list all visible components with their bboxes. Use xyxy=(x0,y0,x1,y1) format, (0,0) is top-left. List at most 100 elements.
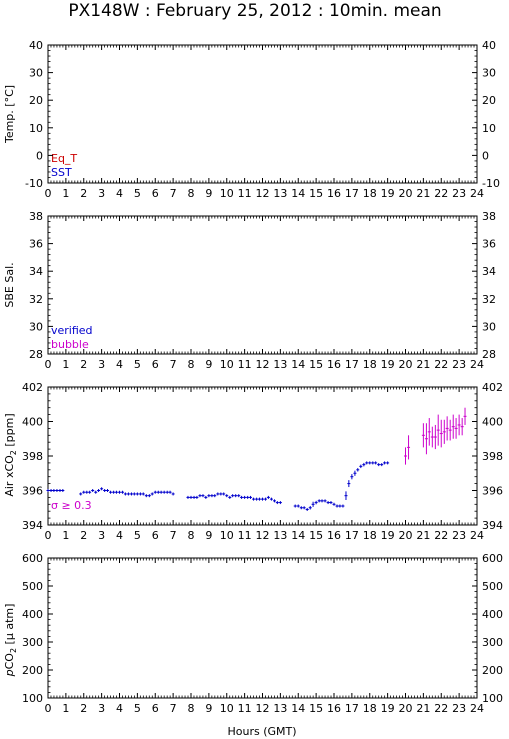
legend-verified: verified xyxy=(51,324,93,337)
x-tick-label-1: 14 xyxy=(291,358,305,371)
x-tick-label-3: 9 xyxy=(205,702,212,715)
y-tick-label-right-3: 200 xyxy=(482,664,503,677)
panel-frame-0 xyxy=(47,44,478,184)
air-xco2-ylabel-sub: 2 xyxy=(9,450,18,455)
x-tick-label-2: 20 xyxy=(399,529,413,542)
x-tick-label-0: 23 xyxy=(452,187,466,200)
y-tick-label-left-0: -10 xyxy=(25,177,43,190)
x-tick-label-3: 6 xyxy=(152,702,159,715)
y-tick-label-left-2: 402 xyxy=(22,381,43,394)
x-tick-label-3: 1 xyxy=(62,702,69,715)
panel-frame-1 xyxy=(47,215,478,355)
y-tick-label-left-2: 396 xyxy=(22,485,43,498)
x-tick-label-1: 5 xyxy=(134,358,141,371)
y-tick-label-left-2: 394 xyxy=(22,519,43,532)
x-tick-label-1: 20 xyxy=(399,358,413,371)
x-tick-label-0: 4 xyxy=(116,187,123,200)
x-tick-label-0: 22 xyxy=(434,187,448,200)
y-tick-label-left-3: 200 xyxy=(22,664,43,677)
y-tick-label-right-1: 36 xyxy=(482,238,496,251)
pco2-ylabel-sub: 2 xyxy=(9,648,18,653)
x-tick-label-3: 16 xyxy=(327,702,341,715)
pco2-ylabel-pre: p xyxy=(3,669,16,677)
x-tick-label-0: 2 xyxy=(80,187,87,200)
x-tick-label-3: 15 xyxy=(309,702,323,715)
y-tick-label-right-0: -10 xyxy=(482,177,500,190)
y-tick-label-left-0: 40 xyxy=(29,39,43,52)
x-tick-label-1: 13 xyxy=(273,358,287,371)
x-tick-label-2: 21 xyxy=(416,529,430,542)
chart-title: PX148W : February 25, 2012 : 10min. mean xyxy=(68,1,441,21)
x-tick-label-0: 12 xyxy=(256,187,270,200)
x-tick-label-2: 13 xyxy=(273,529,287,542)
x-tick-label-1: 15 xyxy=(309,358,323,371)
chart-dynamic-layer: 0 1 2 3 4 5 6 7 8 9 10 11 12 13 14 15 16 17 18 19 20 21 22 23 24… xyxy=(22,39,503,715)
x-tick-label-2: 23 xyxy=(452,529,466,542)
y-tick-label-left-0: 10 xyxy=(29,122,43,135)
x-tick-label-2: 0 xyxy=(45,529,52,542)
pco2-ylabel: pCO2 [μ atm] xyxy=(3,604,18,678)
x-tick-label-0: 0 xyxy=(45,187,52,200)
x-tick-label-0: 1 xyxy=(62,187,69,200)
x-tick-label-3: 7 xyxy=(170,702,177,715)
x-tick-label-3: 10 xyxy=(220,702,234,715)
x-tick-label-3: 19 xyxy=(381,702,395,715)
x-tick-label-0: 16 xyxy=(327,187,341,200)
y-tick-label-left-1: 30 xyxy=(29,320,43,333)
x-tick-label-2: 17 xyxy=(345,529,359,542)
x-tick-label-3: 21 xyxy=(416,702,430,715)
y-tick-label-right-3: 100 xyxy=(482,692,503,705)
x-tick-label-1: 17 xyxy=(345,358,359,371)
x-tick-label-2: 6 xyxy=(152,529,159,542)
y-tick-label-right-3: 400 xyxy=(482,608,503,621)
x-tick-label-2: 1 xyxy=(62,529,69,542)
y-tick-label-right-3: 300 xyxy=(482,636,503,649)
y-tick-label-left-1: 32 xyxy=(29,293,43,306)
y-tick-label-left-3: 600 xyxy=(22,552,43,565)
x-tick-label-2: 22 xyxy=(434,529,448,542)
x-tick-label-1: 3 xyxy=(98,358,105,371)
y-tick-label-right-2: 394 xyxy=(482,519,503,532)
y-tick-label-left-0: 0 xyxy=(36,149,43,162)
x-tick-label-2: 24 xyxy=(470,529,484,542)
x-tick-label-2: 18 xyxy=(363,529,377,542)
y-tick-label-right-1: 32 xyxy=(482,293,496,306)
x-tick-label-0: 15 xyxy=(309,187,323,200)
x-tick-label-3: 22 xyxy=(434,702,448,715)
x-tick-label-3: 4 xyxy=(116,702,123,715)
x-tick-label-3: 12 xyxy=(256,702,270,715)
x-tick-label-1: 24 xyxy=(470,358,484,371)
x-tick-label-3: 5 xyxy=(134,702,141,715)
x-tick-label-1: 12 xyxy=(256,358,270,371)
x-tick-label-3: 14 xyxy=(291,702,305,715)
x-tick-label-2: 12 xyxy=(256,529,270,542)
x-axis-label: Hours (GMT) xyxy=(227,725,296,738)
x-tick-label-0: 18 xyxy=(363,187,377,200)
x-tick-label-0: 10 xyxy=(220,187,234,200)
x-tick-label-2: 10 xyxy=(220,529,234,542)
air-xco2-ylabel-main: Air xCO xyxy=(3,455,16,497)
x-tick-label-3: 23 xyxy=(452,702,466,715)
x-tick-label-3: 20 xyxy=(399,702,413,715)
x-tick-label-0: 7 xyxy=(170,187,177,200)
x-tick-label-1: 7 xyxy=(170,358,177,371)
temp-ylabel: Temp. [°C] xyxy=(3,85,16,144)
x-tick-label-1: 1 xyxy=(62,358,69,371)
x-tick-label-2: 14 xyxy=(291,529,305,542)
x-tick-label-1: 19 xyxy=(381,358,395,371)
y-tick-label-left-3: 100 xyxy=(22,692,43,705)
y-tick-label-right-1: 34 xyxy=(482,265,496,278)
y-tick-label-right-0: 40 xyxy=(482,39,496,52)
x-tick-label-0: 11 xyxy=(238,187,252,200)
x-tick-label-3: 18 xyxy=(363,702,377,715)
x-tick-label-2: 3 xyxy=(98,529,105,542)
x-tick-label-3: 3 xyxy=(98,702,105,715)
x-tick-label-3: 17 xyxy=(345,702,359,715)
salinity-ylabel: SBE Sal. xyxy=(3,262,16,307)
x-tick-label-1: 4 xyxy=(116,358,123,371)
y-tick-label-right-3: 600 xyxy=(482,552,503,565)
y-tick-label-left-2: 400 xyxy=(22,416,43,429)
y-tick-label-right-0: 0 xyxy=(482,149,489,162)
x-tick-label-0: 3 xyxy=(98,187,105,200)
